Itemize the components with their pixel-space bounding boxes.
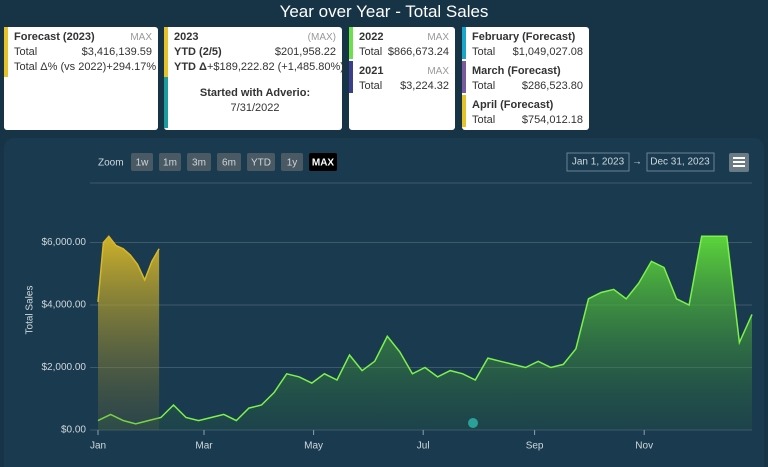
zoom-button-label[interactable]: 1y	[287, 158, 298, 169]
metric-label: Total	[472, 114, 496, 126]
card-heading: Forecast (2023)	[14, 31, 95, 43]
range-arrow: →	[632, 157, 642, 168]
y-tick-label: $6,000.00	[42, 237, 87, 248]
range-to-box[interactable]	[646, 152, 715, 172]
y-tick-label: $2,000.00	[42, 362, 87, 373]
card-scope: MAX	[427, 66, 449, 77]
series-line	[97, 235, 160, 302]
zoom-button[interactable]	[187, 153, 211, 171]
card-heading: 2022	[359, 31, 384, 43]
zoom-button[interactable]	[159, 153, 181, 171]
card-heading: 2023	[174, 31, 199, 43]
metric-label: YTD Δ	[174, 61, 207, 73]
zoom-button-label[interactable]: 1m	[163, 158, 177, 169]
y-tick-label: $0.00	[61, 425, 86, 436]
card-block: March (Forecast) Total $286,523.80	[462, 61, 589, 93]
area-fill	[98, 236, 160, 430]
area-fill	[98, 236, 752, 430]
metric-value: $3,416,139.59	[81, 46, 152, 58]
y-tick-label: $4,000.00	[42, 300, 87, 311]
metric-value: $286,523.80	[521, 80, 583, 92]
metric-value: $866,673.24	[387, 46, 449, 58]
x-tick-label: Jan	[90, 441, 106, 452]
zoom-button-label[interactable]: YTD	[251, 158, 271, 169]
metric-value: +$189,222.82 (+1,485.80%)	[206, 61, 344, 73]
range-from[interactable]: Jan 1, 2023	[572, 157, 625, 168]
card-heading: March (Forecast)	[472, 65, 561, 77]
metric-label: Total	[359, 80, 383, 92]
card-block: Forecast (2023) MAX Total $3,416,139.59 To…	[4, 27, 158, 77]
zoom-button-label[interactable]: MAX	[312, 158, 335, 169]
x-tick-label: Sep	[526, 441, 544, 452]
card-block: 2021 MAX Total $3,224.32	[349, 61, 455, 93]
series-line	[97, 235, 753, 425]
menu-button[interactable]	[729, 153, 749, 172]
card-block: Started with Adverio: 7/31/2022	[164, 77, 342, 128]
card-heading: 2021	[359, 65, 384, 77]
zoom-button-label[interactable]: 1w	[136, 158, 150, 169]
zoom-button[interactable]	[247, 153, 275, 171]
card: February (Forecast) Total $1,049,027.08 M…	[462, 27, 589, 130]
card-scope: (MAX)	[307, 32, 336, 43]
note-heading: Started with Adverio:	[199, 87, 311, 99]
range-to[interactable]: Dec 31, 2023	[650, 157, 710, 168]
zoom-button[interactable]	[131, 153, 153, 171]
zoom-button[interactable]	[281, 153, 303, 171]
x-tick-label: Nov	[635, 441, 653, 452]
zoom-button-label[interactable]: 3m	[192, 158, 206, 169]
zoom-label: Zoom	[98, 158, 124, 169]
note-date: 7/31/2022	[230, 102, 280, 114]
card: Forecast (2023) MAX Total $3,416,139.59 To…	[4, 27, 158, 130]
page-title: Year over Year - Total Sales	[279, 2, 489, 21]
zoom-button-label[interactable]: 6m	[222, 158, 236, 169]
card-block: April (Forecast) Total $754,012.18	[462, 95, 589, 127]
card-scope: MAX	[130, 32, 152, 43]
metric-value: $1,049,027.08	[512, 46, 583, 58]
metric-value: $3,224.32	[400, 80, 449, 92]
x-tick-label: Mar	[195, 441, 213, 452]
metric-label: Total Δ% (vs 2022)	[14, 61, 107, 73]
metric-value: $201,958.22	[274, 46, 336, 58]
card-scope: MAX	[427, 32, 449, 43]
metric-label: Total	[472, 80, 496, 92]
y-axis-label: Total Sales	[25, 286, 36, 335]
card-block: 2022 MAX Total $866,673.24	[349, 27, 455, 59]
event-flag[interactable]	[468, 418, 478, 428]
card-heading: April (Forecast)	[472, 99, 554, 111]
card-heading: February (Forecast)	[472, 31, 576, 43]
metric-value: $754,012.18	[521, 114, 583, 126]
card-block: February (Forecast) Total $1,049,027.08	[462, 27, 589, 59]
x-tick-label: Jul	[417, 441, 430, 452]
metric-label: YTD (2/5)	[174, 46, 222, 58]
x-tick-label: May	[304, 441, 323, 452]
card: 2023 (MAX) YTD (2/5) $201,958.22 YTD Δ +$18…	[164, 27, 344, 130]
metric-value: +294.17%	[106, 61, 157, 73]
zoom-button[interactable]	[217, 153, 241, 171]
metric-label: Total	[359, 46, 383, 58]
range-from-box[interactable]	[566, 152, 630, 172]
metric-label: Total	[472, 46, 496, 58]
metric-label: Total	[14, 46, 38, 58]
zoom-button[interactable]	[309, 153, 337, 171]
card: 2022 MAX Total $866,673.24 2021 MAX Total $3…	[349, 27, 455, 130]
card-block: 2023 (MAX) YTD (2/5) $201,958.22 YTD Δ +$18…	[164, 27, 344, 77]
